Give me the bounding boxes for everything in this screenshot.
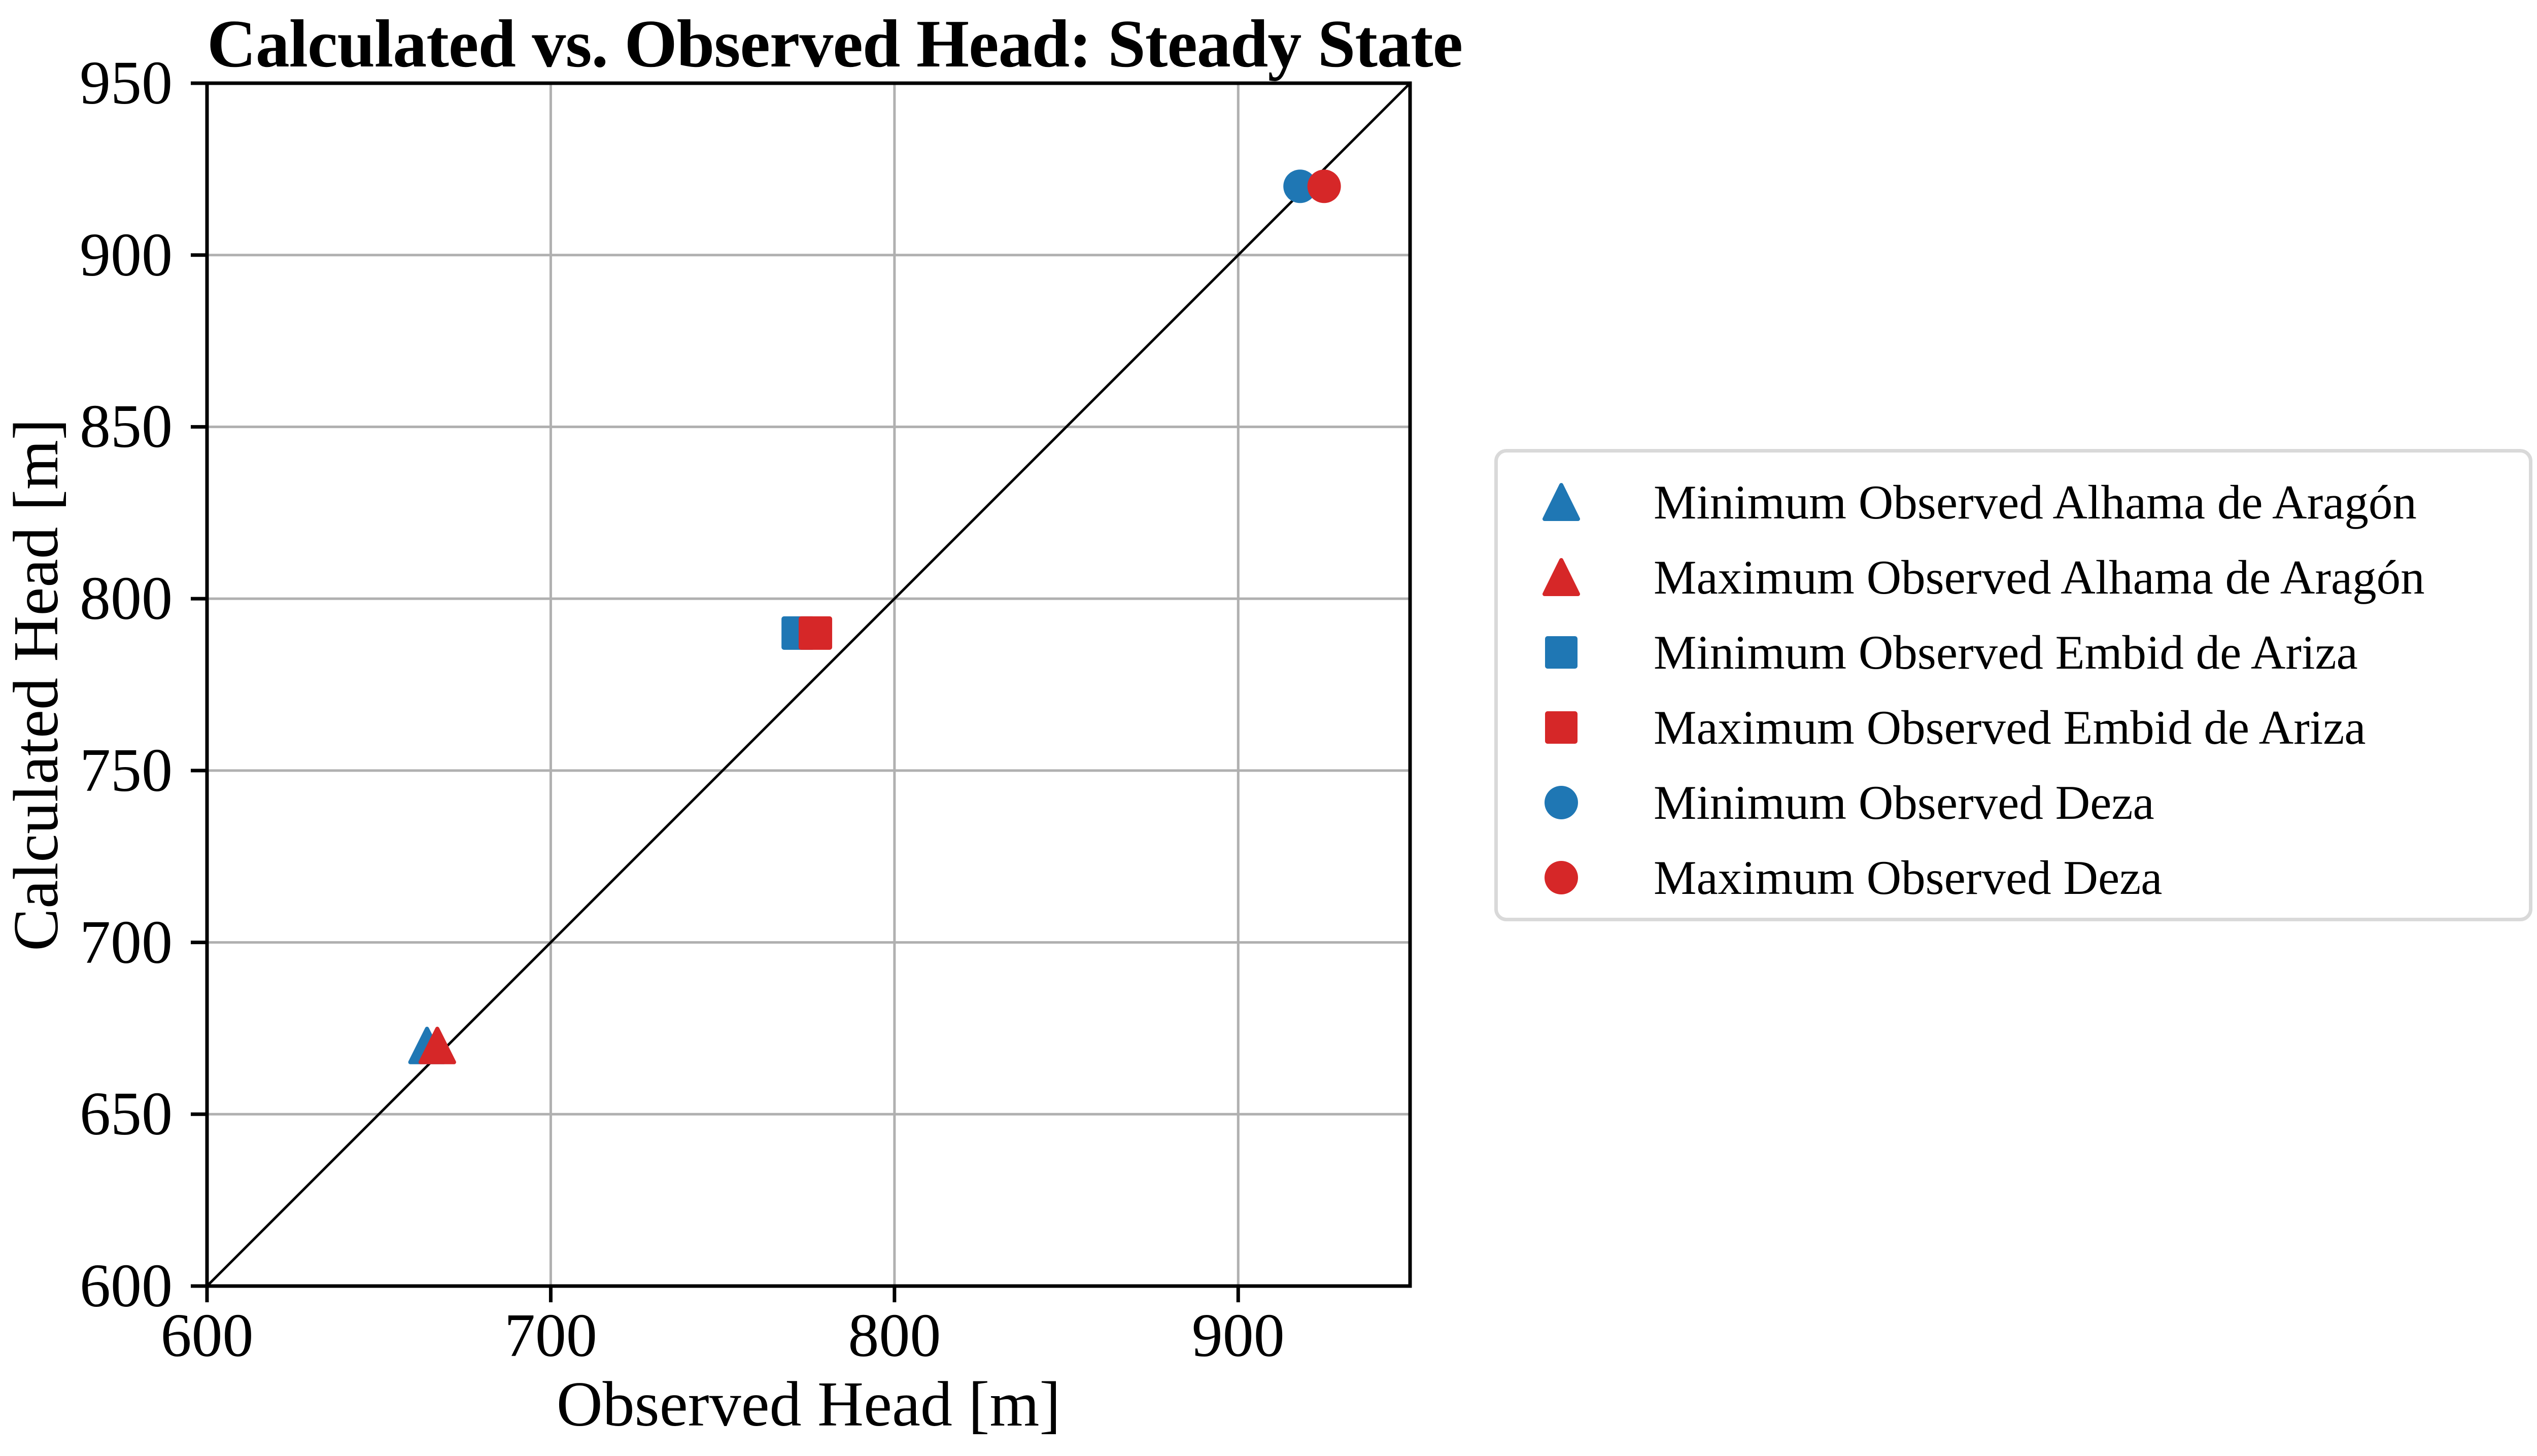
- square-icon: [1541, 632, 1582, 673]
- legend-item-label: Maximum Observed Deza: [1654, 850, 2163, 905]
- plot-area: [191, 81, 1412, 1302]
- y-tick-label: 900: [80, 220, 173, 289]
- legend-item: Maximum Observed Alhama de Aragón: [1541, 540, 2529, 615]
- legend-item: Minimum Observed Alhama de Aragón: [1541, 465, 2529, 540]
- x-tick-label: 700: [504, 1301, 597, 1370]
- y-tick-label: 650: [80, 1080, 173, 1149]
- scatter-marker: [418, 1026, 456, 1064]
- legend-item: Minimum Observed Embid de Ariza: [1541, 615, 2529, 690]
- circle-icon: [1541, 782, 1582, 823]
- triangle-up-icon: [1541, 557, 1582, 598]
- legend-item: Maximum Observed Embid de Ariza: [1541, 690, 2529, 765]
- legend-item: Minimum Observed Deza: [1541, 765, 2529, 840]
- legend-item-label: Minimum Observed Alhama de Aragón: [1654, 475, 2417, 529]
- scatter-marker: [799, 616, 833, 650]
- triangle-up-icon: [1541, 482, 1582, 523]
- x-tick-label: 600: [160, 1301, 254, 1370]
- y-tick-label: 850: [80, 392, 173, 461]
- legend-item-label: Minimum Observed Embid de Ariza: [1654, 625, 2358, 679]
- y-tick-label: 800: [80, 564, 173, 633]
- x-axis-label: Observed Head [m]: [556, 1369, 1061, 1440]
- scatter-marker: [1283, 169, 1317, 203]
- scatter-marker: [1307, 169, 1341, 203]
- circle-icon: [1541, 857, 1582, 898]
- y-axis-label: Calculated Head [m]: [1, 419, 72, 951]
- y-tick-label: 600: [80, 1252, 173, 1320]
- x-tick-label: 900: [1191, 1301, 1285, 1370]
- square-icon: [1541, 707, 1582, 748]
- legend-item-label: Maximum Observed Alhama de Aragón: [1654, 550, 2425, 604]
- y-tick-label: 750: [80, 736, 173, 805]
- legend: Minimum Observed Alhama de Aragón Maximum…: [1494, 449, 2532, 921]
- y-tick-label: 700: [80, 908, 173, 977]
- chart-title: Calculated vs. Observed Head: Steady Sta…: [207, 6, 1463, 81]
- legend-item-label: Minimum Observed Deza: [1654, 775, 2154, 829]
- plot-frame: [205, 81, 1412, 1288]
- y-tick-label: 950: [80, 49, 173, 117]
- one-to-one-line: [206, 82, 1411, 1287]
- legend-item-label: Maximum Observed Embid de Ariza: [1654, 700, 2366, 754]
- legend-item: Maximum Observed Deza: [1541, 840, 2529, 915]
- x-tick-label: 800: [848, 1301, 941, 1370]
